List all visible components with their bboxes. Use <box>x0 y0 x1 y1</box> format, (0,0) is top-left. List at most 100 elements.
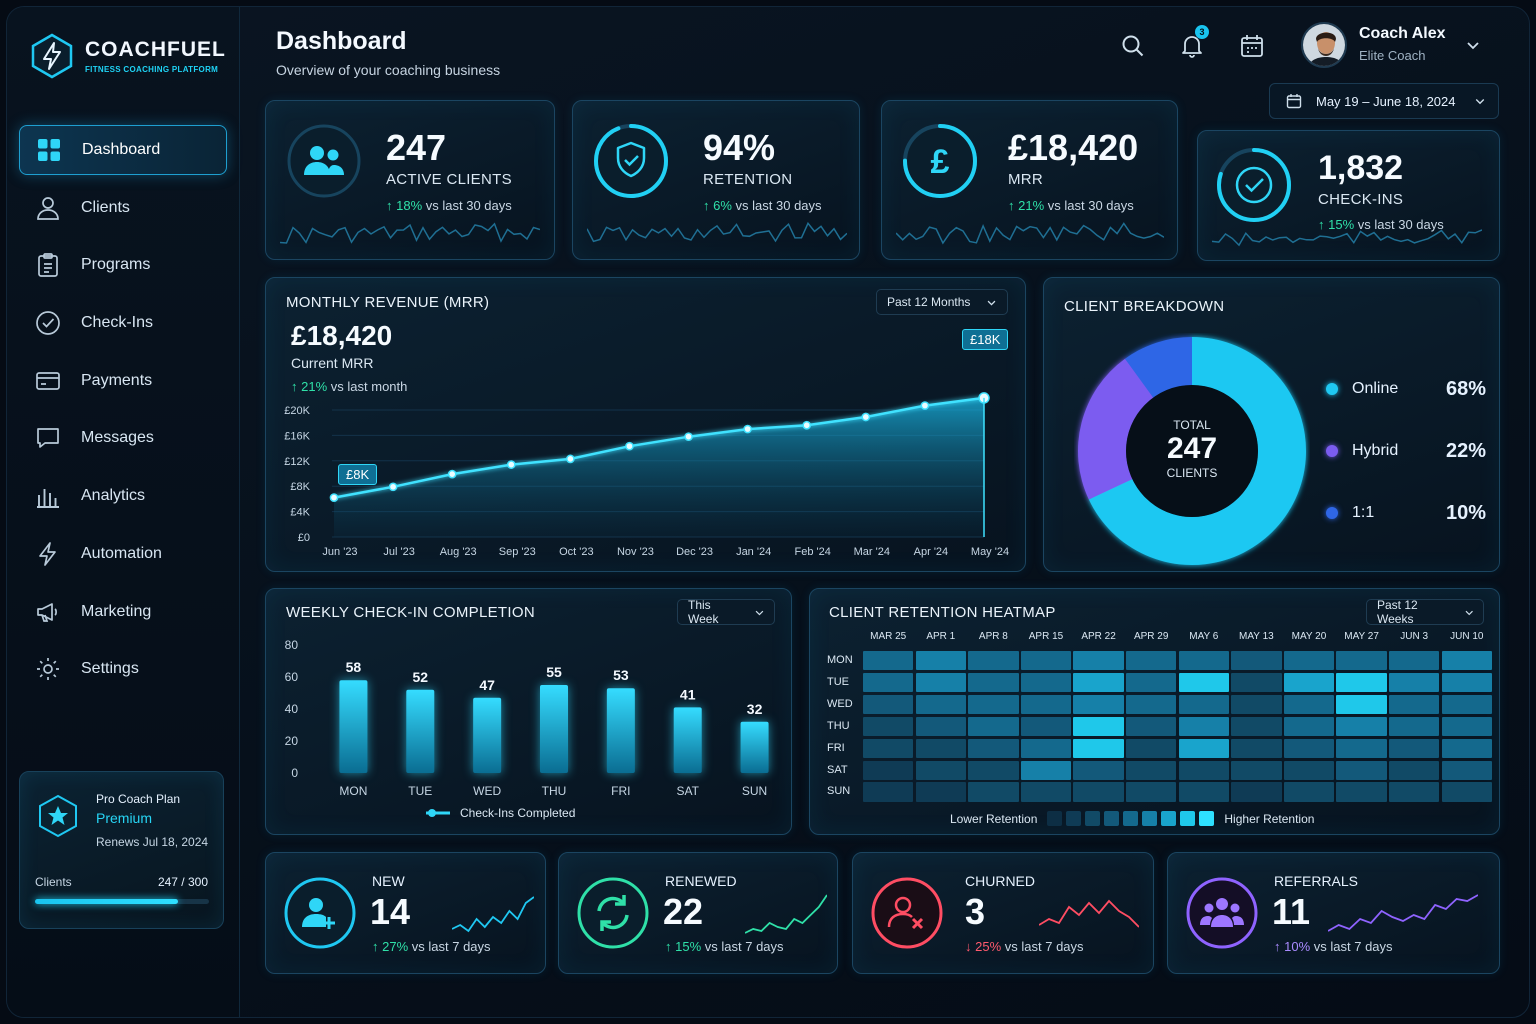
heatmap-cell[interactable] <box>863 651 914 671</box>
heatmap-cell[interactable] <box>1073 760 1124 780</box>
heatmap-cell[interactable] <box>1126 738 1177 758</box>
sidebar-item-analytics[interactable]: Analytics <box>19 471 227 521</box>
heatmap-cell[interactable] <box>1126 651 1177 671</box>
kpi-card-churned[interactable]: CHURNED 3 ↓ 25% vs last 7 days <box>852 852 1154 974</box>
revenue-period-dropdown[interactable]: Past 12 Months <box>876 289 1008 315</box>
heatmap-cell[interactable] <box>968 694 1019 715</box>
heatmap-cell[interactable] <box>1020 651 1072 671</box>
heatmap-cell[interactable] <box>1231 782 1282 802</box>
heatmap-cell[interactable] <box>1178 694 1229 715</box>
brand-logo[interactable]: COACHFUEL FITNESS COACHING PLATFORM <box>29 33 226 79</box>
heatmap-cell[interactable] <box>1283 782 1335 802</box>
heatmap-cell[interactable] <box>1126 760 1177 780</box>
heatmap-cell[interactable] <box>968 651 1019 671</box>
heatmap-cell[interactable] <box>1441 738 1492 758</box>
heatmap-cell[interactable] <box>863 694 914 715</box>
heatmap-cell[interactable] <box>863 716 914 737</box>
heatmap-cell[interactable] <box>1178 716 1229 737</box>
heatmap-cell[interactable] <box>1336 672 1387 693</box>
sidebar-item-check-ins[interactable]: Check-Ins <box>19 298 227 348</box>
heatmap-cell[interactable] <box>968 760 1019 780</box>
date-range-picker[interactable]: May 19 – June 18, 2024 <box>1269 83 1499 119</box>
heatmap-cell[interactable] <box>1389 782 1440 802</box>
kpi-card-renewed[interactable]: RENEWED 22 ↑ 15% vs last 7 days <box>558 852 838 974</box>
heatmap-cell[interactable] <box>1441 651 1492 671</box>
heatmap-cell[interactable] <box>968 716 1019 737</box>
sidebar-item-dashboard[interactable]: Dashboard <box>19 125 227 175</box>
heatmap-cell[interactable] <box>1441 672 1492 693</box>
heatmap-cell[interactable] <box>915 760 966 780</box>
heatmap-cell[interactable] <box>1441 782 1492 802</box>
heatmap-cell[interactable] <box>1389 694 1440 715</box>
heatmap-cell[interactable] <box>1073 651 1124 671</box>
bell-icon[interactable] <box>1179 33 1205 59</box>
heatmap-cell[interactable] <box>1336 694 1387 715</box>
heatmap-cell[interactable] <box>863 738 914 758</box>
heatmap-cell[interactable] <box>1178 760 1229 780</box>
heatmap-cell[interactable] <box>1073 716 1124 737</box>
heatmap-cell[interactable] <box>915 672 966 693</box>
heatmap-cell[interactable] <box>1441 716 1492 737</box>
heatmap-cell[interactable] <box>1441 760 1492 780</box>
user-name[interactable]: Coach Alex <box>1359 25 1446 42</box>
heatmap-cell[interactable] <box>1441 694 1492 715</box>
heatmap-period-dropdown[interactable]: Past 12 Weeks <box>1366 598 1484 626</box>
heatmap-cell[interactable] <box>863 672 914 693</box>
heatmap-cell[interactable] <box>863 760 914 780</box>
heatmap-cell[interactable] <box>1020 738 1072 758</box>
kpi-card-check-ins[interactable]: 1,832 CHECK-INS ↑ 15% vs last 30 days <box>1197 130 1500 261</box>
heatmap-cell[interactable] <box>915 651 966 671</box>
heatmap-cell[interactable] <box>1283 694 1335 715</box>
heatmap-cell[interactable] <box>1283 760 1335 780</box>
sidebar-item-messages[interactable]: Messages <box>19 413 227 463</box>
heatmap-cell[interactable] <box>1336 651 1387 671</box>
chevron-down-icon[interactable] <box>1465 37 1481 53</box>
heatmap-cell[interactable] <box>1336 738 1387 758</box>
heatmap-cell[interactable] <box>1336 716 1387 737</box>
heatmap-cell[interactable] <box>1231 672 1282 693</box>
heatmap-cell[interactable] <box>915 694 966 715</box>
kpi-card-retention[interactable]: 94% RETENTION ↑ 6% vs last 30 days <box>572 100 860 260</box>
heatmap-cell[interactable] <box>968 738 1019 758</box>
heatmap-cell[interactable] <box>1389 760 1440 780</box>
kpi-card-referrals[interactable]: REFERRALS 11 ↑ 10% vs last 7 days <box>1167 852 1500 974</box>
heatmap-cell[interactable] <box>968 782 1019 802</box>
avatar[interactable] <box>1301 22 1347 68</box>
heatmap-cell[interactable] <box>1231 694 1282 715</box>
heatmap-cell[interactable] <box>1231 651 1282 671</box>
heatmap-cell[interactable] <box>1178 782 1229 802</box>
heatmap-cell[interactable] <box>1389 672 1440 693</box>
heatmap-cell[interactable] <box>1389 651 1440 671</box>
heatmap-cell[interactable] <box>863 782 914 802</box>
heatmap-cell[interactable] <box>1020 672 1072 693</box>
heatmap-cell[interactable] <box>1336 760 1387 780</box>
search-icon[interactable] <box>1120 33 1146 59</box>
heatmap-cell[interactable] <box>1020 760 1072 780</box>
kpi-card-active-clients[interactable]: 247 ACTIVE CLIENTS ↑ 18% vs last 30 days <box>265 100 555 260</box>
heatmap-cell[interactable] <box>1336 782 1387 802</box>
heatmap-cell[interactable] <box>1231 738 1282 758</box>
heatmap-cell[interactable] <box>1020 694 1072 715</box>
heatmap-cell[interactable] <box>1389 716 1440 737</box>
sidebar-item-settings[interactable]: Settings <box>19 644 227 694</box>
heatmap-cell[interactable] <box>1389 738 1440 758</box>
heatmap-cell[interactable] <box>1020 716 1072 737</box>
heatmap-cell[interactable] <box>1178 738 1229 758</box>
heatmap-cell[interactable] <box>1073 672 1124 693</box>
sidebar-item-payments[interactable]: Payments <box>19 356 227 406</box>
heatmap-cell[interactable] <box>1126 782 1177 802</box>
heatmap-cell[interactable] <box>1283 738 1335 758</box>
plan-card[interactable]: Pro Coach Plan Premium Renews Jul 18, 20… <box>19 771 224 929</box>
kpi-card-new[interactable]: NEW 14 ↑ 27% vs last 7 days <box>265 852 546 974</box>
heatmap-cell[interactable] <box>915 716 966 737</box>
kpi-card-mrr[interactable]: £ £18,420 MRR ↑ 21% vs last 30 days <box>881 100 1178 260</box>
heatmap-cell[interactable] <box>915 782 966 802</box>
heatmap-cell[interactable] <box>1178 651 1229 671</box>
checkins-period-dropdown[interactable]: This Week <box>677 598 775 626</box>
heatmap-cell[interactable] <box>1283 651 1335 671</box>
heatmap-cell[interactable] <box>1126 716 1177 737</box>
heatmap-cell[interactable] <box>1073 782 1124 802</box>
heatmap-cell[interactable] <box>915 738 966 758</box>
heatmap-cell[interactable] <box>1283 716 1335 737</box>
heatmap-cell[interactable] <box>1073 738 1124 758</box>
